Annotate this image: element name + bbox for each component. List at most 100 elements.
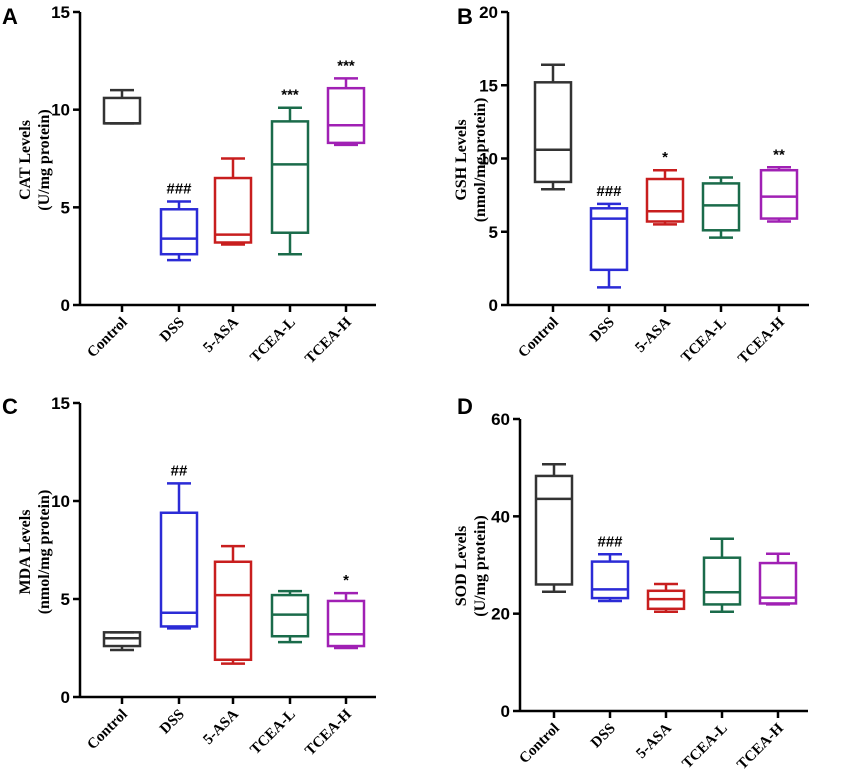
box-iqr — [589, 207, 629, 272]
y-tick-label: 5 — [489, 223, 498, 242]
y-tick-label: 0 — [501, 702, 510, 721]
significance-marker: * — [343, 572, 349, 589]
y-axis-label: CAT Levels (U/mg protein) — [17, 109, 53, 210]
box-iqr — [590, 560, 630, 600]
box-iqr — [102, 96, 142, 125]
panel-label: A — [2, 4, 18, 29]
x-tick-label: Control — [84, 707, 130, 753]
y-axis-label-line1: MDA Levels — [17, 510, 34, 595]
box-tcea-l — [270, 589, 310, 644]
y-axis-label: GSH Levels (nmol/mg protein) — [453, 98, 489, 223]
y-axis-label-line2: (nmol/mg protein) — [36, 490, 53, 615]
significance-marker: *** — [281, 87, 299, 104]
y-axis-label-line1: SOD Levels — [453, 526, 470, 606]
panel-A: A CAT Levels (U/mg protein) 0 5 10 15 Control DS… — [2, 3, 376, 367]
y-axis-label-line2: (U/mg protein) — [36, 109, 53, 210]
y-tick-label: 15 — [479, 76, 498, 95]
panel-label: D — [457, 394, 473, 419]
significance-marker: ### — [166, 180, 192, 197]
y-tick-label: 20 — [491, 605, 510, 624]
box-iqr — [270, 120, 310, 234]
significance-marker: * — [662, 149, 668, 166]
box-dss — [589, 202, 629, 289]
x-tick-label: Control — [516, 721, 562, 767]
panel-label: B — [457, 4, 473, 29]
x-tick-label: TCEA-L — [679, 721, 730, 772]
box-iqr — [534, 474, 574, 586]
y-axis-label: SOD Levels (U/mg protein) — [453, 515, 489, 616]
x-tick-label: TCEA-H — [734, 720, 787, 773]
y-tick-label: 60 — [491, 410, 510, 429]
significance-marker: ## — [171, 462, 188, 479]
x-tick-label: Control — [515, 315, 561, 361]
y-tick-label: 5 — [61, 590, 70, 609]
box-5-asa — [645, 168, 685, 226]
y-tick-label: 0 — [61, 296, 70, 315]
panel-C: C MDA Levels (nmol/mg protein) 0 5 10 15 Contro… — [2, 394, 376, 759]
panel-B: B GSH Levels (nmol/mg protein) 0 5 10 15 20 Cont… — [453, 3, 809, 367]
box-iqr — [326, 599, 366, 648]
box-iqr — [645, 177, 685, 223]
box-control — [102, 631, 142, 652]
box-iqr — [213, 176, 253, 244]
box-control — [533, 63, 573, 191]
y-axis-label-line1: CAT Levels — [17, 120, 34, 200]
box-tcea-l — [702, 537, 742, 613]
x-tick-label: TCEA-L — [247, 707, 298, 758]
x-tick-label: TCEA-H — [302, 706, 355, 759]
y-tick-label: 0 — [61, 688, 70, 707]
box-5-asa — [646, 582, 686, 613]
x-tick-label: 5-ASA — [200, 314, 241, 355]
box-iqr — [326, 86, 366, 145]
box-dss — [159, 482, 199, 630]
box-iqr — [213, 560, 253, 662]
y-axis-label-line2: (U/mg protein) — [472, 515, 489, 616]
y-tick-label: 15 — [51, 3, 70, 22]
y-tick-label: 10 — [51, 492, 70, 511]
x-tick-label: 5-ASA — [633, 720, 674, 761]
y-axis-label: MDA Levels (nmol/mg protein) — [17, 490, 53, 615]
y-tick-label: 20 — [479, 3, 498, 22]
box-iqr — [159, 208, 199, 256]
x-tick-label: 5-ASA — [632, 314, 673, 355]
y-tick-label: 5 — [61, 198, 70, 217]
box-tcea-l — [270, 106, 310, 256]
box-control — [534, 463, 574, 594]
x-tick-label: DSS — [587, 315, 618, 346]
box-tcea-h — [759, 166, 799, 223]
x-tick-label: TCEA-H — [302, 314, 355, 367]
y-tick-label: 40 — [491, 507, 510, 526]
box-iqr — [701, 182, 741, 232]
y-tick-label: 0 — [489, 296, 498, 315]
significance-marker: *** — [337, 57, 355, 74]
panel-label: C — [2, 394, 18, 419]
box-tcea-h — [326, 591, 366, 650]
x-tick-label: TCEA-L — [678, 315, 729, 366]
y-tick-label: 10 — [479, 150, 498, 169]
x-tick-label: DSS — [588, 721, 619, 752]
box-iqr — [533, 81, 573, 184]
box-control — [102, 88, 142, 125]
box-tcea-h — [758, 552, 798, 606]
x-tick-label: Control — [84, 315, 130, 361]
box-iqr — [702, 556, 742, 606]
box-iqr — [159, 511, 199, 628]
box-dss — [159, 200, 199, 262]
box-iqr — [758, 561, 798, 605]
box-5-asa — [213, 544, 253, 665]
significance-marker: ### — [597, 533, 623, 550]
y-tick-label: 15 — [51, 394, 70, 413]
x-tick-label: 5-ASA — [200, 706, 241, 747]
box-tcea-h — [326, 77, 366, 147]
y-axis-label-line1: GSH Levels — [453, 119, 470, 200]
box-iqr — [759, 168, 799, 220]
box-5-asa — [213, 157, 253, 246]
box-tcea-l — [701, 176, 741, 239]
x-tick-label: DSS — [157, 315, 188, 346]
x-tick-label: DSS — [157, 707, 188, 738]
y-tick-label: 10 — [51, 101, 70, 120]
x-tick-label: TCEA-L — [247, 315, 298, 366]
significance-marker: ** — [773, 146, 785, 163]
panel-D: D SOD Levels (U/mg protein) 0 20 40 60 Control D… — [453, 394, 808, 773]
